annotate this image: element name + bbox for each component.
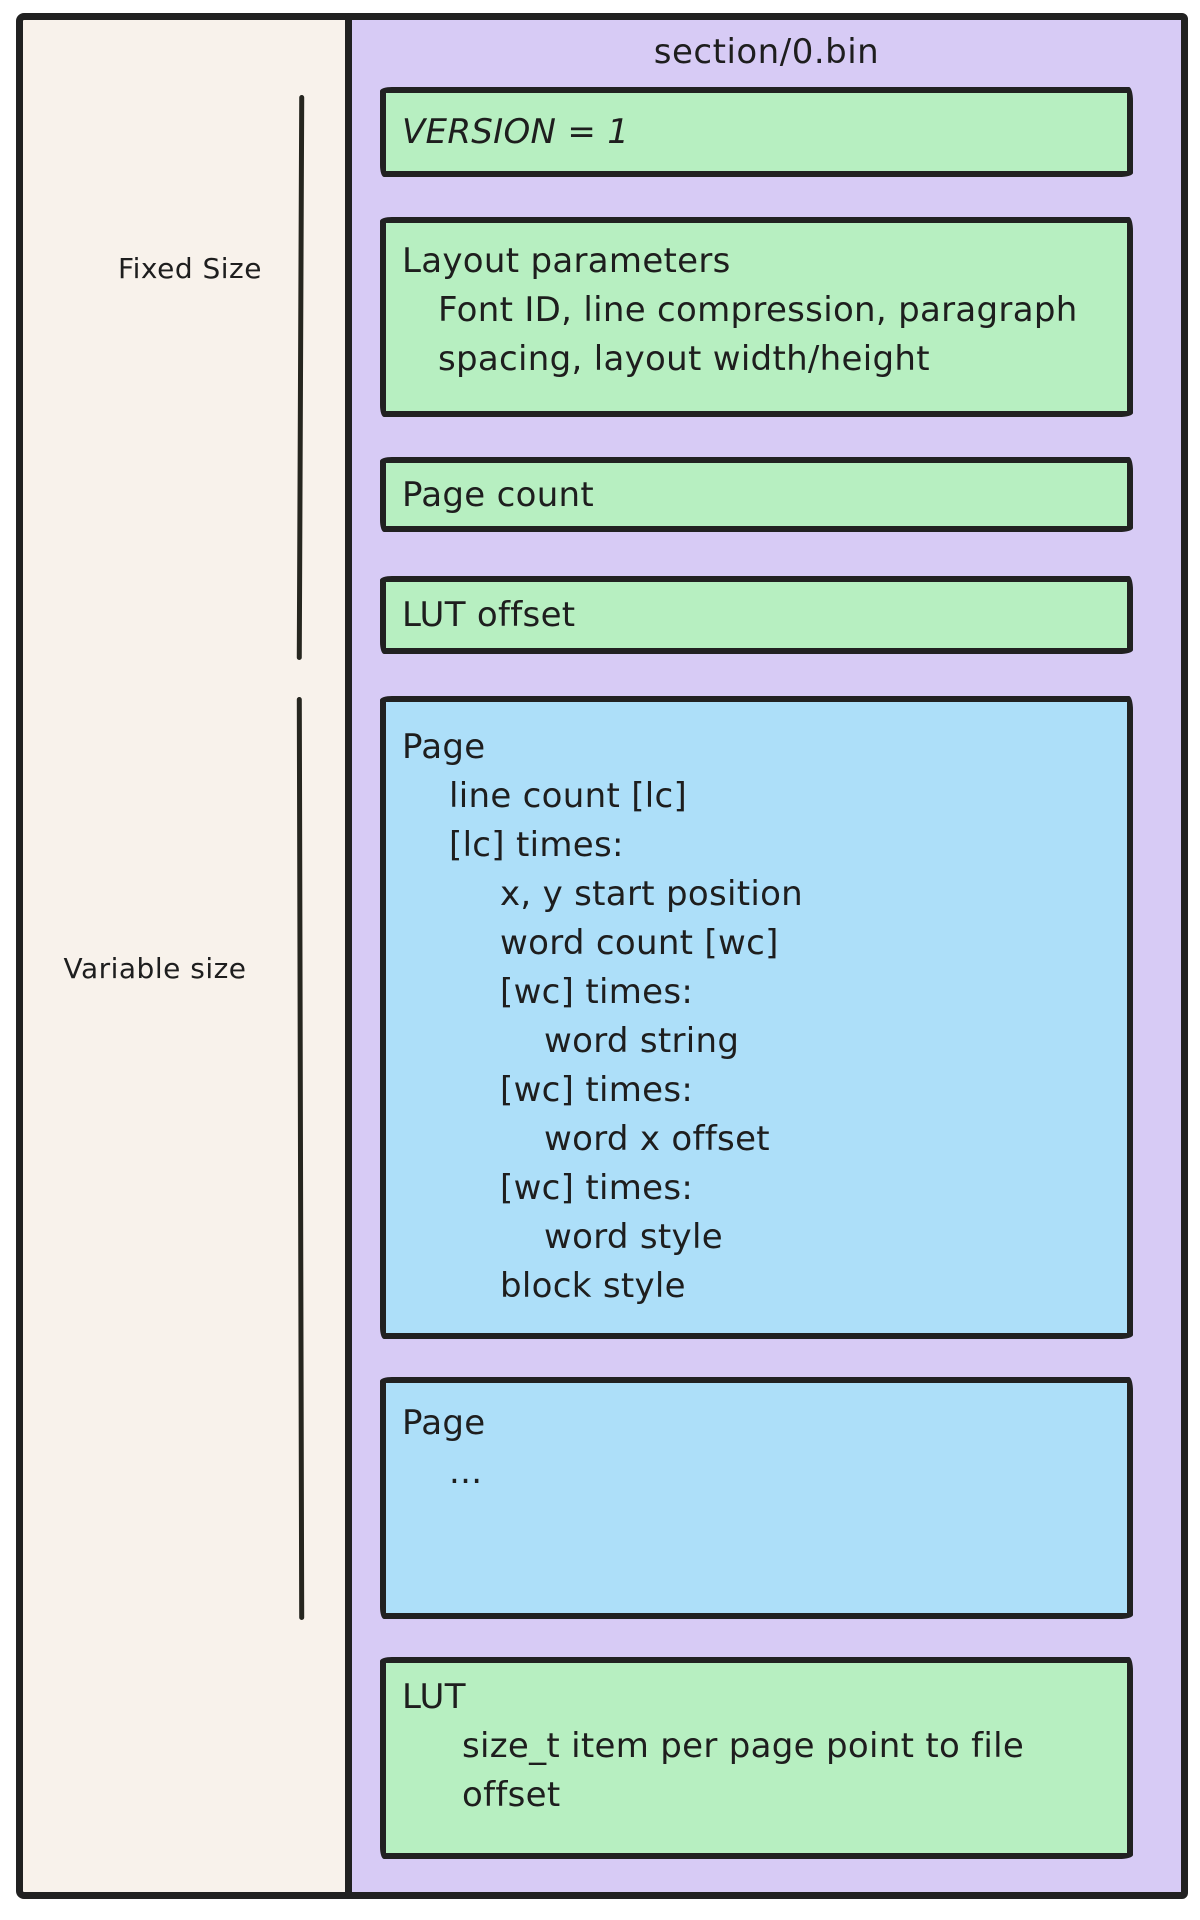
box-line: word string	[544, 1021, 740, 1061]
file-title: section/0.bin	[653, 32, 880, 72]
lut-box: LUT size_t item per page point to file o…	[380, 1657, 1133, 1859]
box-line: size_t item per page point to file	[462, 1726, 1025, 1766]
box-line: Layout parameters	[402, 241, 731, 281]
box-line: LUT	[402, 1677, 466, 1717]
file-panel: section/0.bin VERSION = 1 Layout paramet…	[345, 13, 1188, 1899]
box-line: word x offset	[544, 1119, 770, 1159]
box-line: [lc] times:	[449, 825, 624, 865]
page-ellipsis-box: Page ...	[380, 1377, 1133, 1619]
box-line: word count [wc]	[500, 923, 779, 963]
layout-parameters-box: Layout parameters Font ID, line compress…	[380, 217, 1133, 417]
variable-size-label: Variable size	[63, 952, 247, 985]
box-line: [wc] times:	[500, 972, 694, 1012]
box-line: ...	[449, 1452, 483, 1492]
box-line: spacing, layout width/height	[438, 339, 930, 379]
box-line: Page	[402, 727, 486, 767]
box-line: Page	[402, 1403, 486, 1443]
box-line: VERSION = 1	[402, 112, 630, 152]
lut-offset-box: LUT offset	[380, 576, 1133, 654]
box-line: line count [lc]	[449, 776, 688, 816]
box-line: block style	[500, 1266, 686, 1306]
box-line: x, y start position	[500, 874, 804, 914]
page-count-box: Page count	[380, 457, 1133, 532]
box-line: [wc] times:	[500, 1070, 694, 1110]
box-line: Page count	[402, 475, 595, 515]
version-box: VERSION = 1	[380, 87, 1133, 177]
fixed-size-label: Fixed Size	[118, 252, 262, 285]
box-line: [wc] times:	[500, 1168, 694, 1208]
box-line: offset	[462, 1775, 561, 1815]
box-line: Font ID, line compression, paragraph	[438, 290, 1078, 330]
box-line: word style	[544, 1217, 723, 1257]
page-detail-box: Page line count [lc] [lc] times: x, y st…	[380, 696, 1133, 1339]
box-line: LUT offset	[402, 595, 576, 635]
